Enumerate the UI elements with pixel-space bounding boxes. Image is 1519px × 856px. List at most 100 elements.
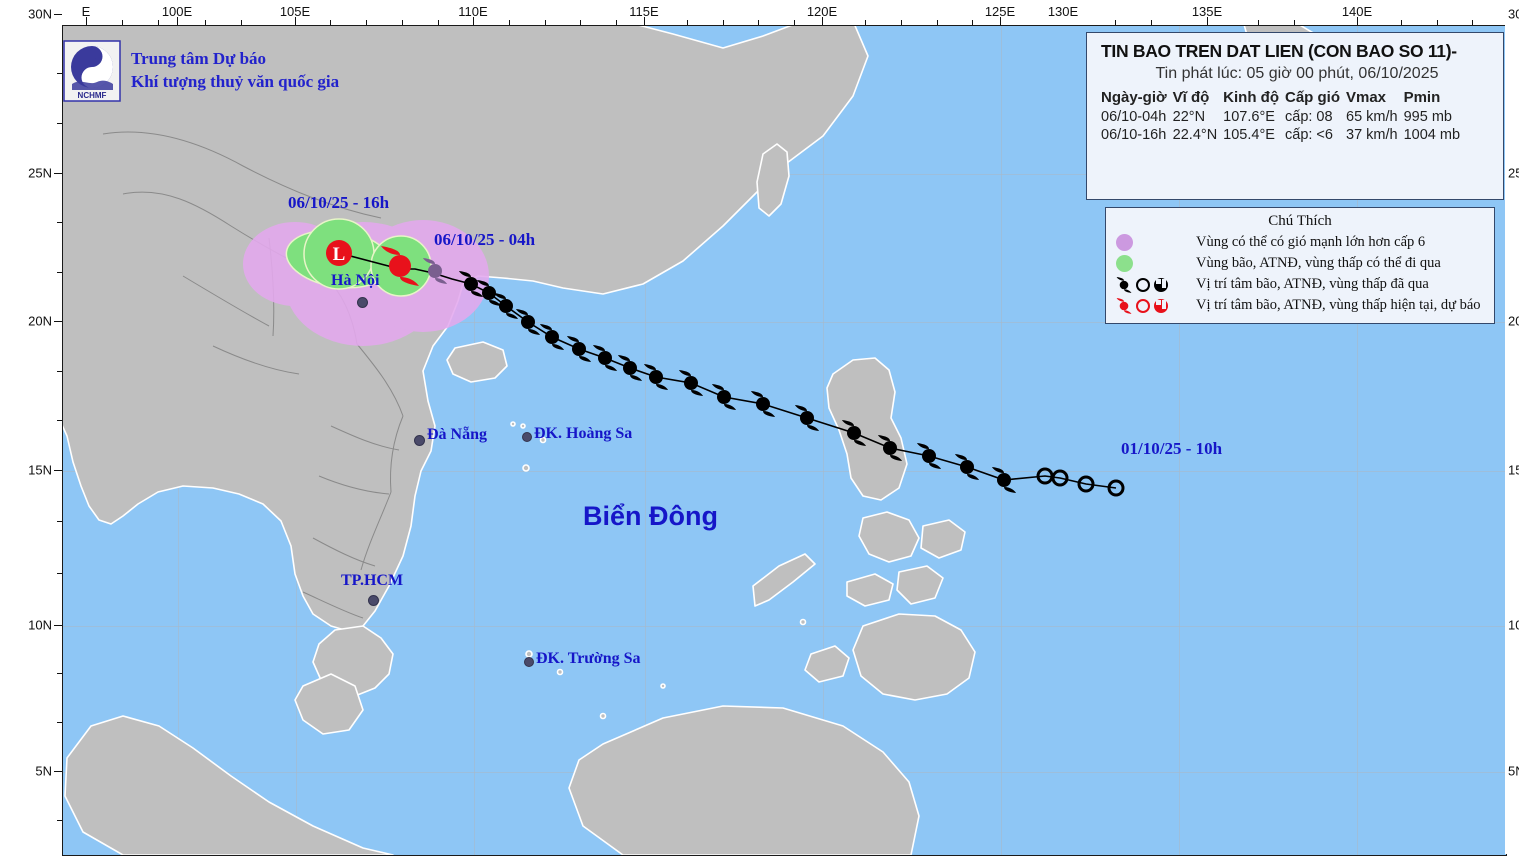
small-island [660, 683, 666, 689]
origin-time-label: 01/10/25 - 10h [1121, 439, 1223, 458]
axis-y-label: 10N [28, 617, 52, 633]
cell-datetime: 06/10-16h [1101, 127, 1167, 143]
longitude-axis: E 100E 105E 110E 115E 120E 125E 130E 135… [0, 0, 1519, 25]
track-point-low-past[interactable] [1051, 469, 1069, 487]
col-pmin: Pmin [1403, 89, 1441, 106]
svg-text:NCHMF: NCHMF [78, 91, 107, 100]
track-point-typhoon-past[interactable] [916, 443, 942, 469]
forecast-low-position-icon[interactable]: L [323, 237, 355, 269]
cell-pmin: 995 mb [1403, 109, 1452, 125]
gridline-horizontal [63, 626, 1506, 627]
mindanao-island [852, 613, 976, 701]
green-circle-icon [1116, 255, 1133, 272]
col-latitude: Vĩ độ [1172, 89, 1210, 106]
axis-y-label: 5N [35, 763, 52, 779]
legend-key [1114, 234, 1188, 251]
table-row: 06/10-16h 22.4°N 105.4°E cấp: <6 37 km/h… [1101, 126, 1466, 144]
track-point-typhoon-past[interactable] [711, 384, 737, 410]
small-island [599, 712, 607, 720]
storm-bulletin-issued: Tin phát lúc: 05 giờ 00 phút, 06/10/2025 [1155, 65, 1439, 82]
track-point-low-past[interactable] [1036, 467, 1054, 485]
track-point-typhoon-past[interactable] [566, 336, 592, 362]
panay-island [846, 573, 894, 607]
legend-panel: Chú Thích Vùng có thể có gió mạnh lớn hơ… [1105, 207, 1495, 324]
org-name-line1: Trung tâm Dự báo [131, 49, 267, 69]
table-row: 06/10-04h 22°N 107.6°E cấp: 08 65 km/h 9… [1101, 108, 1466, 126]
legend-item-wind-zone: Vùng có thể có gió mạnh lớn hơn cấp 6 [1114, 232, 1486, 253]
track-point-typhoon-past[interactable] [954, 454, 980, 480]
track-point-typhoon-past[interactable] [617, 355, 643, 381]
col-datetime: Ngày-giờ [1101, 89, 1167, 106]
cell-wind-level: cấp: 08 [1285, 109, 1333, 125]
small-island [556, 668, 564, 676]
taiwan-island [756, 143, 790, 217]
track-point-typhoon-past[interactable] [991, 467, 1017, 493]
red-swirl-icon [1116, 297, 1132, 314]
storm-info-panel: TIN BAO TREN DAT LIEN (CON BAO SO 11)- T… [1086, 32, 1504, 200]
axis-x-label: 125E [984, 4, 1016, 19]
storm-bulletin-title: TIN BAO TREN DAT LIEN (CON BAO SO 11)- [1101, 41, 1457, 61]
track-point-typhoon-past[interactable] [678, 370, 704, 396]
track-point-typhoon-past[interactable] [877, 435, 903, 461]
island-dot [524, 657, 534, 667]
legend-key [1114, 255, 1188, 272]
city-label: Đà Nẵng [427, 426, 488, 443]
track-point-low-past[interactable] [1077, 475, 1095, 493]
legend-item-passage-zone: Vùng bão, ATNĐ, vùng thấp có thể đi qua [1114, 253, 1486, 274]
gridline-vertical [1179, 26, 1180, 855]
legend-item-past-positions: Vị trí tâm bão, ATNĐ, vùng thấp đã qua [1114, 274, 1486, 295]
org-name-line2: Khí tượng thuỷ văn quốc gia [131, 72, 340, 91]
palawan-south [804, 645, 850, 683]
latitude-axis-left: 30N 25N 20N 15N 10N 5N [0, 0, 62, 854]
storm-forecast-table: Ngày-giờ Vĩ độ Kinh độ Cấp gió Vmax Pmin… [1101, 89, 1466, 144]
sea-label: Biển Đông [583, 501, 718, 531]
svg-text:L: L [333, 244, 346, 265]
black-open-circle-icon [1136, 277, 1150, 292]
axis-x-label: 130E [1047, 4, 1079, 19]
axis-x-label: 140E [1341, 4, 1373, 19]
track-point-typhoon-past[interactable] [841, 420, 867, 446]
track-point-typhoon-past[interactable] [493, 293, 519, 319]
nchmf-logo-icon: NCHMF [63, 40, 121, 102]
city-label: Hà Nội [331, 272, 380, 289]
borneo-island [568, 705, 920, 855]
legend-item-current-positions: Vị trí tâm bão, ATNĐ, vùng thấp hiện tại… [1114, 295, 1486, 316]
axis-x-label: 110E [458, 4, 488, 19]
legend-key [1114, 276, 1188, 293]
organization-logo-block: NCHMF Trung tâm Dự báo Khí tượng thuỷ vă… [63, 40, 339, 102]
cell-longitude: 105.4°E [1223, 127, 1275, 143]
sumatra-malay [64, 715, 394, 855]
cell-latitude: 22.4°N [1172, 127, 1218, 143]
peninsula-tip [294, 673, 364, 735]
track-point-typhoon-past[interactable] [750, 391, 776, 417]
track-point-typhoon-past[interactable] [539, 324, 565, 350]
track-point-typhoon-past[interactable] [458, 271, 484, 297]
cell-latitude: 22°N [1172, 109, 1206, 125]
track-point-typhoon-recent[interactable] [422, 258, 448, 284]
cell-pmin: 1004 mb [1403, 127, 1461, 143]
track-point-typhoon-past[interactable] [476, 280, 502, 306]
city-dot [368, 595, 379, 606]
island-label: ĐK. Hoàng Sa [534, 425, 633, 442]
track-point-typhoon-past[interactable] [515, 309, 541, 335]
axis-y-label: 20N [28, 313, 52, 329]
axis-y-label-right: 25N [1508, 165, 1519, 181]
small-island [799, 618, 807, 626]
axis-x-label: 105E [279, 4, 311, 19]
track-point-typhoon-past[interactable] [794, 405, 820, 431]
latitude-axis-right: 30N 25N 20N 15N 10N 5N [1505, 0, 1519, 854]
cell-vmax: 65 km/h [1346, 109, 1398, 125]
current-storm-position-icon[interactable] [380, 246, 420, 286]
city-dot [357, 297, 368, 308]
axis-y-label-right: 15N [1508, 462, 1519, 478]
track-point-typhoon-past[interactable] [643, 364, 669, 390]
axis-y-label-right: 10N [1508, 617, 1519, 633]
track-point-low-past[interactable] [1107, 479, 1125, 497]
table-header-row: Ngày-giờ Vĩ độ Kinh độ Cấp gió Vmax Pmin [1101, 89, 1466, 108]
samar-island [920, 519, 966, 559]
axis-y-label-right: 30N [1508, 6, 1519, 22]
island-label: ĐK. Trường Sa [536, 650, 641, 667]
palawan-island [752, 553, 816, 607]
track-point-typhoon-past[interactable] [592, 345, 618, 371]
